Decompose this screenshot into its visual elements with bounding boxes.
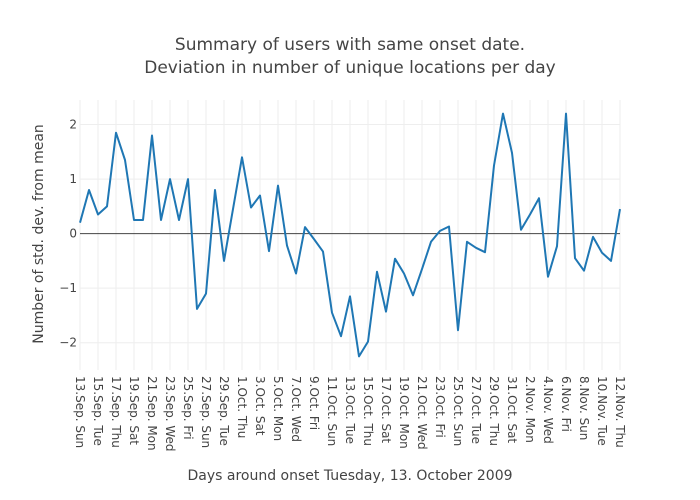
x-tick-label: 23.Sep. Wed bbox=[163, 376, 177, 452]
x-tick-label: 6.Nov. Fri bbox=[559, 376, 573, 432]
x-tick-label: 31.Oct. Sat bbox=[505, 376, 519, 443]
x-tick-label: 29.Oct. Thu bbox=[487, 376, 501, 446]
x-tick-label: 8.Nov. Sun bbox=[577, 376, 591, 440]
x-tick-label: 11.Oct. Sun bbox=[325, 376, 339, 446]
chart-title-line-2: Deviation in number of unique locations … bbox=[144, 58, 556, 78]
y-tick-label: 0 bbox=[69, 227, 77, 241]
y-tick-label: 1 bbox=[69, 172, 77, 186]
x-tick-label: 15.Sep. Tue bbox=[91, 376, 105, 446]
x-axis-title: Days around onset Tuesday, 13. October 2… bbox=[187, 468, 512, 484]
x-tick-label: 25.Sep. Fri bbox=[181, 376, 195, 440]
y-tick-label: −1 bbox=[59, 281, 77, 295]
x-tick-label: 5.Oct. Mon bbox=[271, 376, 285, 441]
series-layer bbox=[79, 112, 621, 358]
x-tick-label: 9.Oct. Fri bbox=[307, 376, 321, 430]
x-tick-label: 19.Oct. Mon bbox=[397, 376, 411, 449]
y-tick-label: 2 bbox=[69, 118, 77, 132]
x-tick-label: 21.Oct. Wed bbox=[415, 376, 429, 450]
x-tick-label: 23.Oct. Fri bbox=[433, 376, 447, 438]
y-axis: −2 −1 0 1 2 bbox=[59, 118, 77, 350]
x-tick-label: 10.Nov. Tue bbox=[595, 376, 609, 446]
y-axis-title: Number of std. dev. from mean bbox=[31, 124, 47, 344]
x-tick-label: 27.Oct. Tue bbox=[469, 376, 483, 444]
series-line bbox=[79, 112, 621, 358]
x-tick-label: 1.Oct. Thu bbox=[235, 376, 249, 438]
x-tick-label: 3.Oct. Sat bbox=[253, 376, 267, 436]
x-tick-label: 19.Sep. Sat bbox=[127, 376, 141, 445]
x-tick-label: 27.Sep. Sun bbox=[199, 376, 213, 448]
x-tick-label: 29.Sep. Tue bbox=[217, 376, 231, 446]
x-tick-label: 15.Oct. Thu bbox=[361, 376, 375, 446]
x-axis: 13.Sep. Sun 15.Sep. Tue 17.Sep. Thu 19.Sep.… bbox=[73, 376, 627, 452]
x-tick-label: 4.Nov. Wed bbox=[541, 376, 555, 444]
x-tick-label: 13.Oct. Tue bbox=[343, 376, 357, 444]
x-tick-label: 13.Sep. Sun bbox=[73, 376, 87, 448]
grid bbox=[79, 100, 621, 370]
chart-title-line-1: Summary of users with same onset date. bbox=[175, 35, 525, 55]
x-tick-label: 12.Nov. Thu bbox=[613, 376, 627, 448]
x-tick-label: 21.Sep. Mon bbox=[145, 376, 159, 451]
x-tick-label: 2.Nov. Mon bbox=[523, 376, 537, 443]
x-tick-label: 25.Oct. Sun bbox=[451, 376, 465, 446]
x-tick-label: 17.Sep. Thu bbox=[109, 376, 123, 448]
x-tick-label: 17.Oct. Sat bbox=[379, 376, 393, 443]
y-tick-label: −2 bbox=[59, 336, 77, 350]
x-tick-label: 7.Oct. Wed bbox=[289, 376, 303, 442]
